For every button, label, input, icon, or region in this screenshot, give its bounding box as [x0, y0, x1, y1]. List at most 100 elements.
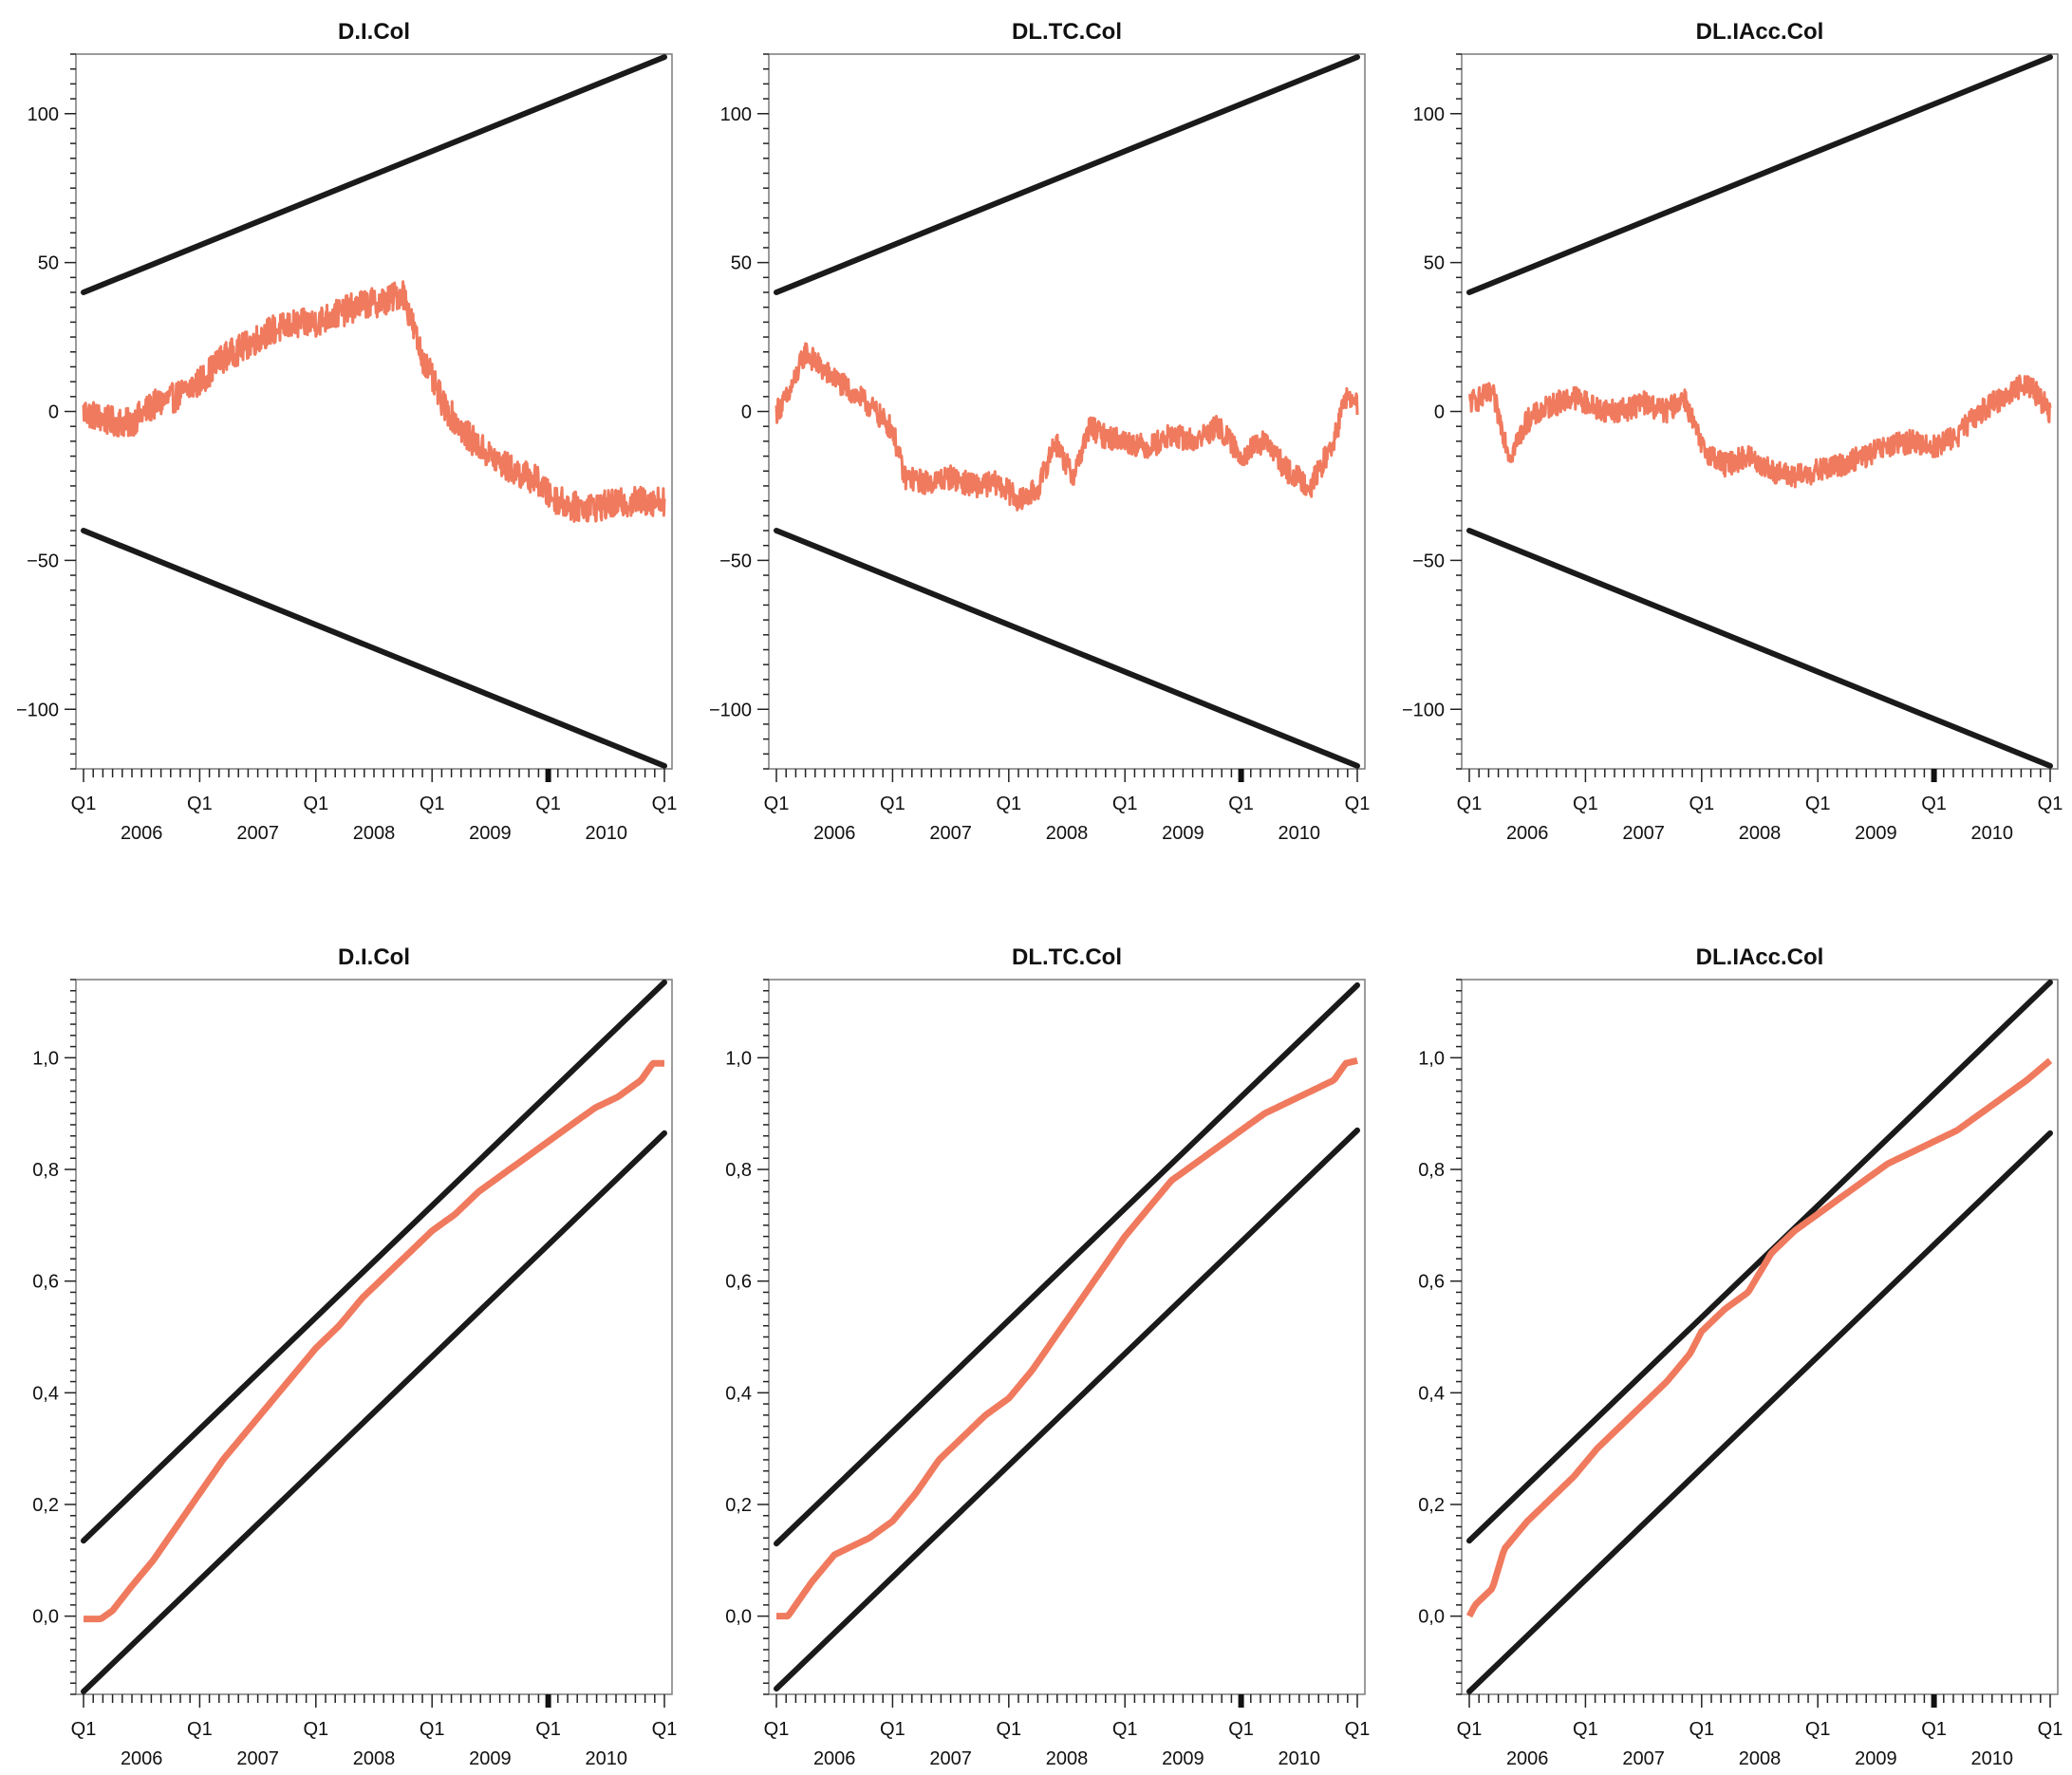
- y-tick-label: 0,0: [1418, 1607, 1445, 1628]
- lower-bound-line: [1466, 1130, 2053, 1695]
- x-tick-label: Q1: [1573, 1719, 1598, 1740]
- x-year-label: 2009: [1162, 1748, 1204, 1769]
- plot-frame: [768, 53, 1366, 770]
- x-year-label: 2010: [1971, 823, 2014, 844]
- y-tick-label: 0: [48, 402, 59, 423]
- plot-frame: [768, 979, 1366, 1695]
- y-tick-label: −100: [709, 700, 752, 720]
- x-year-label: 2007: [1622, 1748, 1665, 1769]
- lower-bound-line: [774, 1127, 1360, 1692]
- statistic-line: [82, 1059, 666, 1623]
- upper-bound-line: [81, 54, 667, 295]
- chart-panel-top-right: DL.IAcc.Col 100 50 0 −50 −100 Q1 Q1 Q1 Q1 Q1 Q1 2006…: [1402, 19, 2063, 844]
- x-year-label: 2008: [1046, 823, 1089, 844]
- y-tick-label: 0,2: [1418, 1495, 1445, 1516]
- x-tick-label: Q1: [880, 794, 905, 814]
- x-year-label: 2006: [813, 1748, 856, 1769]
- x-tick-label: Q1: [1457, 794, 1483, 814]
- y-tick-label: 1,0: [1418, 1048, 1445, 1069]
- upper-bound-line: [774, 981, 1360, 1547]
- x-year-label: 2008: [353, 1748, 396, 1769]
- plot-frame: [1461, 979, 2059, 1695]
- y-tick-label: 0,2: [32, 1495, 59, 1516]
- y-tick-label: 50: [1424, 253, 1445, 274]
- x-emphasis-tick: [1238, 769, 1244, 782]
- chart-panel-top-left: D.I.Col 100 50 0 −50 −100 Q1 Q1 Q1 Q1 Q1 Q1 2006 2007…: [16, 19, 677, 844]
- x-tick-label: Q1: [1228, 794, 1254, 814]
- x-tick-label: Q1: [420, 794, 445, 814]
- lower-bound-line: [774, 528, 1360, 769]
- chart-title: DL.IAcc.Col: [1696, 19, 1824, 45]
- statistic-line: [1465, 1057, 2053, 1618]
- statistic-line: [1468, 374, 2052, 489]
- x-year-label: 2010: [1279, 823, 1321, 844]
- x-tick-label: Q1: [1921, 1719, 1947, 1740]
- x-year-label: 2006: [1506, 1748, 1549, 1769]
- chart-title: D.I.Col: [338, 944, 410, 970]
- x-tick-label: Q1: [303, 1719, 328, 1740]
- chart-panel-top-middle: DL.TC.Col 100 50 0 −50 −100 Q1 Q1 Q1 Q1 Q1 Q1 2006 20…: [709, 19, 1370, 844]
- x-tick-label: Q1: [1112, 794, 1138, 814]
- y-tick-label: 0,8: [725, 1160, 752, 1181]
- y-tick-label: 0,0: [32, 1607, 59, 1628]
- x-year-label: 2010: [1279, 1748, 1321, 1769]
- x-tick-label: Q1: [187, 794, 213, 814]
- x-tick-label: Q1: [652, 794, 678, 814]
- x-tick-label: Q1: [187, 1719, 213, 1740]
- x-tick-label: Q1: [2038, 794, 2063, 814]
- y-tick-label: −50: [27, 551, 59, 571]
- x-year-label: 2010: [586, 1748, 628, 1769]
- y-tick-label: 50: [38, 253, 59, 274]
- y-tick-label: 100: [720, 104, 752, 125]
- x-tick-label: Q1: [1805, 794, 1831, 814]
- statistic-line: [775, 1056, 1359, 1620]
- plot-frame: [75, 53, 673, 770]
- x-year-label: 2009: [469, 1748, 512, 1769]
- y-tick-label: 0,4: [725, 1383, 752, 1404]
- x-year-label: 2007: [236, 1748, 279, 1769]
- y-tick-label: 0: [741, 402, 752, 423]
- y-tick-label: −50: [1412, 551, 1445, 571]
- y-tick-label: −50: [719, 551, 752, 571]
- x-year-label: 2010: [1971, 1748, 2014, 1769]
- x-tick-label: Q1: [420, 1719, 445, 1740]
- lower-bound-line: [1466, 528, 2053, 769]
- chart-title: DL.TC.Col: [1012, 944, 1122, 970]
- y-tick-label: 0,6: [725, 1272, 752, 1293]
- x-year-label: 2007: [236, 823, 279, 844]
- y-tick-label: −100: [1402, 700, 1445, 720]
- x-tick-label: Q1: [764, 1719, 790, 1740]
- x-tick-label: Q1: [764, 794, 790, 814]
- x-tick-label: Q1: [880, 1719, 905, 1740]
- upper-bound-line: [81, 979, 667, 1544]
- y-tick-label: 0,6: [1418, 1272, 1445, 1293]
- chart-panel-bottom-middle: DL.TC.Col 1,0 0,8 0,6 0,4 0,2 0,0 Q1 Q1 Q1 Q1 Q1 Q1 2…: [725, 944, 1370, 1769]
- lower-bound-line: [81, 1130, 667, 1695]
- x-tick-label: Q1: [1345, 1719, 1371, 1740]
- x-year-label: 2008: [1739, 823, 1782, 844]
- y-tick-label: 100: [28, 104, 59, 125]
- x-year-label: 2006: [1506, 823, 1549, 844]
- x-year-label: 2008: [1046, 1748, 1089, 1769]
- x-tick-label: Q1: [1457, 1719, 1483, 1740]
- statistic-line: [82, 280, 666, 523]
- y-tick-label: −100: [16, 700, 59, 720]
- x-year-label: 2009: [1855, 823, 1897, 844]
- x-tick-label: Q1: [1689, 1719, 1714, 1740]
- x-emphasis-tick: [1931, 769, 1937, 782]
- x-tick-label: Q1: [2038, 1719, 2063, 1740]
- x-tick-label: Q1: [996, 794, 1021, 814]
- x-tick-label: Q1: [1689, 794, 1714, 814]
- y-tick-label: 50: [731, 253, 752, 274]
- chart-title: DL.IAcc.Col: [1696, 944, 1824, 970]
- x-tick-label: Q1: [535, 1719, 561, 1740]
- chart-title: D.I.Col: [338, 19, 410, 45]
- y-tick-label: 0,0: [725, 1607, 752, 1628]
- x-year-label: 2008: [1739, 1748, 1782, 1769]
- x-year-label: 2009: [469, 823, 512, 844]
- x-year-label: 2009: [1855, 1748, 1897, 1769]
- x-year-label: 2007: [929, 823, 972, 844]
- chart-panel-bottom-left: D.I.Col 1,0 0,8 0,6 0,4 0,2 0,0 Q1 Q1 Q1 Q1 Q1 Q1 200…: [32, 944, 677, 1769]
- x-tick-label: Q1: [1112, 1719, 1138, 1740]
